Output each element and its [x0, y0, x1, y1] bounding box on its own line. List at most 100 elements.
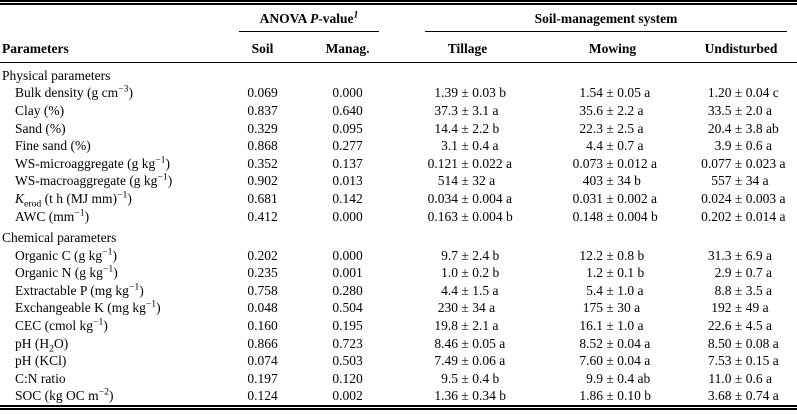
p-value-manag: 0.280	[332, 282, 363, 298]
table-row: Organic N (g kg−1) 0.235 0.001 1.0 ±0.2 b 1.2…	[0, 264, 797, 282]
parameter-name: C:N ratio	[15, 370, 66, 386]
p-value-manag: 0.000	[332, 247, 363, 263]
measurement-tillage: 1.0 ±0.2 b	[441, 265, 500, 281]
measurement-mowing: 403 ±34 b	[582, 173, 641, 189]
section-title: Physical parameters	[2, 67, 111, 83]
measurement-tillage: 1.39 ±0.03 b	[434, 85, 506, 101]
group-header-anova: ANOVA P-value1	[225, 5, 395, 32]
p-value-manag: 0.000	[332, 208, 363, 224]
p-value-soil: 0.202	[247, 247, 278, 263]
parameter-name: CEC (cmol kg−1)	[15, 316, 108, 334]
measurement-undisturbed: 7.53 ±0.15 a	[707, 353, 779, 369]
measurement-mowing: 5.4 ±1.0 a	[586, 282, 644, 298]
p-value-manag: 0.001	[332, 265, 363, 281]
measurement-undisturbed: 22.6 ±4.5 a	[707, 318, 772, 334]
parameter-name: Kerod (t h (MJ mm)−1)	[15, 189, 132, 210]
table-row: pH (H2O) 0.866 0.723 8.46 ±0.05 a 8.52 ±0.04 a…	[0, 335, 797, 355]
table-row: Extractable P (mg kg−1) 0.758 0.280 4.4 ±1.5…	[0, 282, 797, 300]
section-header-row: Chemical parameters	[0, 225, 797, 247]
parameter-name: Organic N (g kg−1)	[15, 263, 118, 281]
measurement-mowing: 22.3 ±2.5 a	[579, 120, 644, 136]
p-value-soil: 0.197	[247, 370, 278, 386]
parameter-name: WS-microaggregate (g kg−1)	[15, 154, 171, 171]
p-value-soil: 0.837	[247, 102, 278, 118]
measurement-tillage: 19.8 ±2.1 a	[434, 318, 499, 334]
p-value-soil: 0.902	[247, 173, 278, 189]
measurement-undisturbed: 11.0 ±0.6 a	[708, 370, 772, 386]
p-value-manag: 0.095	[332, 120, 363, 136]
table-row: pH (KCl) 0.074 0.503 7.49 ±0.06 a 7.60 ±0.04 a…	[0, 352, 797, 370]
table-row: WS-macroaggregate (g kg−1) 0.902 0.013 514 ±…	[0, 172, 797, 190]
parameter-name: Clay (%)	[15, 102, 65, 118]
measurement-mowing: 175 ±30 a	[582, 300, 641, 316]
measurement-mowing: 35.6 ±2.2 a	[579, 102, 644, 118]
measurement-undisturbed: 192 ±49 a	[711, 300, 769, 316]
column-header-parameters: Parameters	[0, 5, 225, 63]
table-row: SOC (kg OC m−2) 0.124 0.002 1.36 ±0.34 b 1.86…	[0, 387, 797, 405]
p-value-soil: 0.352	[247, 155, 278, 171]
measurement-undisturbed: 2.9 ±0.7 a	[714, 265, 772, 281]
column-header-mowing: Mowing	[540, 31, 685, 63]
p-value-soil: 0.868	[247, 138, 278, 154]
p-value-manag: 0.277	[332, 138, 363, 154]
parameter-name: Fine sand (%)	[15, 138, 91, 154]
p-value-soil: 0.329	[247, 120, 278, 136]
table-row: C:N ratio 0.197 0.120 9.5 ±0.4 b 9.9 ±0.4 ab 11…	[0, 370, 797, 388]
p-value-soil: 0.681	[247, 190, 278, 206]
p-value-manag: 0.002	[332, 388, 363, 404]
p-value-manag: 0.137	[332, 155, 363, 171]
measurement-undisturbed: 3.9 ±0.6 a	[714, 138, 772, 154]
table-row: CEC (cmol kg−1) 0.160 0.195 19.8 ±2.1 a 16.1 ±…	[0, 317, 797, 335]
column-header-manag: Manag.	[300, 31, 395, 63]
p-value-manag: 0.120	[332, 370, 363, 386]
p-value-soil: 0.758	[247, 282, 278, 298]
parameter-name: Sand (%)	[15, 120, 66, 136]
table-row: Clay (%) 0.837 0.640 37.3 ±3.1 a 35.6 ±2.2 a 33…	[0, 102, 797, 120]
measurement-mowing: 1.54 ±0.05 a	[579, 85, 651, 101]
measurement-undisturbed: 8.50 ±0.08 a	[707, 335, 779, 351]
measurement-tillage: 37.3 ±3.1 a	[434, 102, 499, 118]
measurement-undisturbed: 8.8 ±3.5 a	[714, 282, 772, 298]
group-header-row: Parameters ANOVA P-value1 Soil-managemen…	[0, 5, 797, 63]
measurement-tillage: 9.7 ±2.4 b	[441, 247, 500, 263]
measurement-undisturbed: 1.20 ±0.04 c	[707, 85, 779, 101]
measurement-undisturbed: 33.5 ±2.0 a	[707, 102, 772, 118]
p-value-manag: 0.504	[332, 300, 363, 316]
measurement-undisturbed: 0.202 ±0.014 a	[701, 208, 786, 224]
measurement-undisturbed: 3.68 ±0.74 a	[707, 388, 779, 404]
measurement-tillage: 514 ±32 a	[437, 173, 496, 189]
p-value-soil: 0.069	[247, 85, 278, 101]
p-value-soil: 0.866	[247, 335, 278, 351]
p-value-soil: 0.235	[247, 265, 278, 281]
p-value-manag: 0.640	[332, 102, 363, 118]
measurement-undisturbed: 31.3 ±6.9 a	[707, 247, 772, 263]
measurement-tillage: 230 ±34 a	[437, 300, 496, 316]
parameter-name: SOC (kg OC m−2)	[15, 386, 114, 404]
p-value-manag: 0.503	[332, 353, 363, 369]
column-header-soil: Soil	[225, 31, 300, 63]
measurement-undisturbed: 557 ±34 a	[711, 173, 769, 189]
measurement-mowing: 0.073 ±0.012 a	[572, 155, 657, 171]
parameter-name: Extractable P (mg kg−1)	[15, 281, 144, 298]
table-row: Kerod (t h (MJ mm)−1) 0.681 0.142 0.034 ±0.0…	[0, 189, 797, 210]
p-value-soil: 0.048	[247, 300, 278, 316]
p-value-manag: 0.723	[332, 335, 363, 351]
measurement-mowing: 0.031 ±0.002 a	[572, 190, 657, 206]
table-body: Physical parameters Bulk density (g cm−3)…	[0, 62, 797, 405]
parameter-name: pH (H2O)	[15, 335, 69, 355]
measurement-mowing: 7.60 ±0.04 a	[579, 353, 651, 369]
measurement-mowing: 16.1 ±1.0 a	[579, 318, 644, 334]
measurement-tillage: 0.034 ±0.004 a	[427, 190, 512, 206]
table-row: AWC (mm−1) 0.412 0.000 0.163 ±0.004 b 0.148 ±0…	[0, 208, 797, 226]
measurement-mowing: 0.148 ±0.004 b	[572, 208, 658, 224]
measurement-mowing: 9.9 ±0.4 ab	[586, 370, 651, 386]
section-title: Chemical parameters	[2, 230, 117, 246]
p-value-manag: 0.142	[332, 190, 363, 206]
measurement-undisturbed: 0.024 ±0.003 a	[701, 190, 786, 206]
parameter-name: Organic C (g kg−1)	[15, 246, 117, 263]
p-value-soil: 0.412	[247, 208, 278, 224]
measurement-tillage: 9.5 ±0.4 b	[441, 370, 500, 386]
table-row: Bulk density (g cm−3) 0.069 0.000 1.39 ±0.03…	[0, 84, 797, 102]
measurement-tillage: 0.121 ±0.022 a	[427, 155, 512, 171]
